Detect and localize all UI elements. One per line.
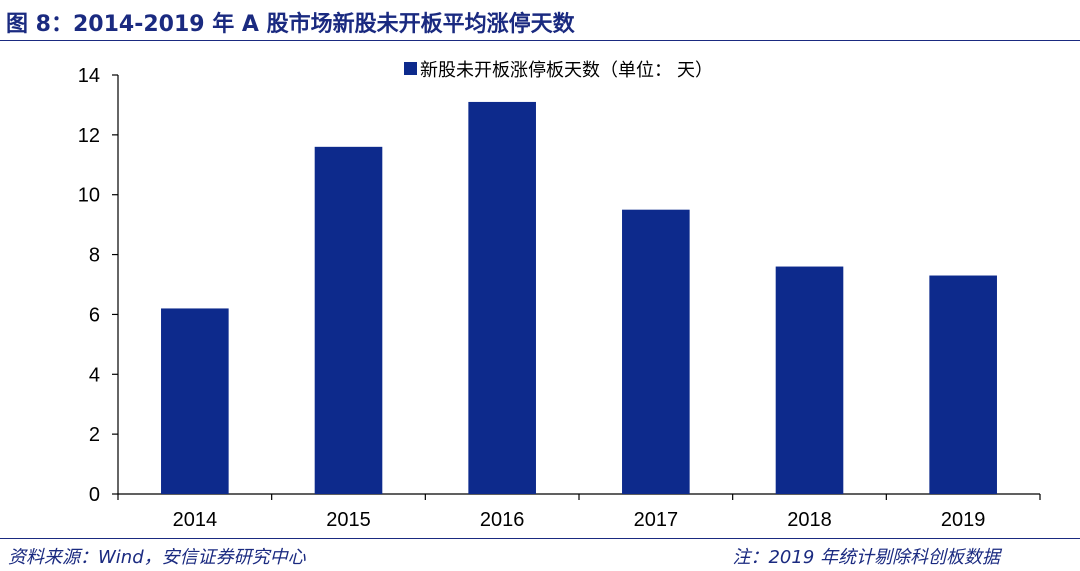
bar <box>775 266 844 494</box>
figure-title: 图 8：2014-2019 年 A 股市场新股未开板平均涨停天数 <box>6 12 575 37</box>
x-tick-label: 2019 <box>941 509 986 531</box>
title-divider <box>0 40 1080 41</box>
y-tick-label: 8 <box>89 245 100 267</box>
legend-swatch <box>404 62 417 75</box>
legend-label: 新股未开板涨停板天数（单位： 天） <box>420 60 713 80</box>
x-tick-label: 2017 <box>634 509 679 531</box>
y-tick-label: 12 <box>78 125 100 147</box>
x-tick-label: 2016 <box>480 509 525 531</box>
x-axis: 2014 2015 2016 2017 2018 2019 <box>117 493 1041 531</box>
bar <box>468 101 536 494</box>
footer-divider <box>0 538 1080 539</box>
source-note: 资料来源：Wind，安信证券研究中心 <box>8 547 306 568</box>
bar <box>622 209 690 494</box>
y-axis: 0 2 4 6 8 10 12 14 <box>78 65 119 506</box>
y-tick-label: 14 <box>78 65 100 87</box>
x-tick-label: 2014 <box>173 509 218 531</box>
bar <box>314 146 383 495</box>
bars <box>161 101 997 495</box>
bar <box>929 275 997 494</box>
x-tick-label: 2015 <box>326 509 371 531</box>
y-tick-label: 6 <box>89 304 100 326</box>
x-tick-label: 2018 <box>787 509 832 531</box>
legend: 新股未开板涨停板天数（单位： 天） <box>404 60 713 80</box>
y-tick-label: 0 <box>89 484 100 506</box>
y-tick-label: 4 <box>89 364 100 386</box>
bar <box>161 308 229 494</box>
y-tick-label: 2 <box>89 424 100 446</box>
footnote: 注：2019 年统计剔除科创板数据 <box>732 547 1000 568</box>
y-tick-label: 10 <box>78 185 100 207</box>
